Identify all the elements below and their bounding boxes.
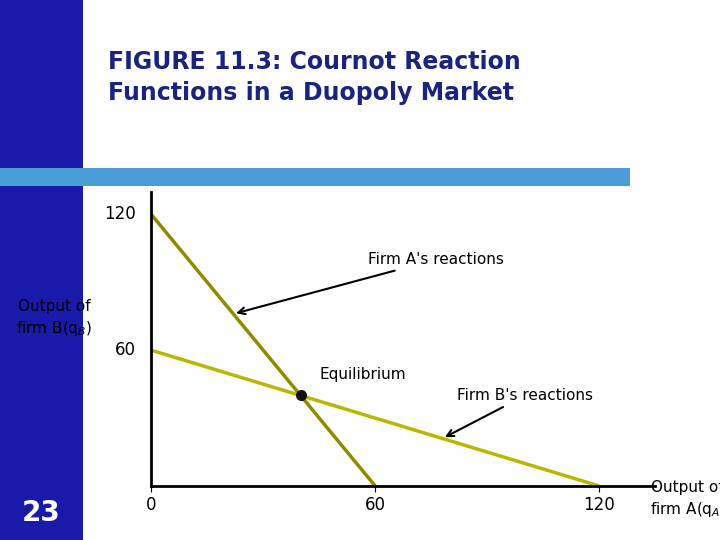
- Text: FIGURE 11.3: Cournot Reaction
Functions in a Duopoly Market: FIGURE 11.3: Cournot Reaction Functions …: [108, 50, 521, 105]
- Text: Output of
firm A(q$_A$): Output of firm A(q$_A$): [649, 480, 720, 519]
- Text: 60: 60: [115, 341, 136, 359]
- Text: 120: 120: [104, 205, 136, 224]
- Text: Output of
firm B(q$_B$): Output of firm B(q$_B$): [16, 299, 92, 339]
- Text: Firm B's reactions: Firm B's reactions: [447, 388, 593, 436]
- Text: Equilibrium: Equilibrium: [319, 367, 406, 382]
- Text: 23: 23: [22, 499, 60, 527]
- Text: Firm A's reactions: Firm A's reactions: [238, 252, 503, 314]
